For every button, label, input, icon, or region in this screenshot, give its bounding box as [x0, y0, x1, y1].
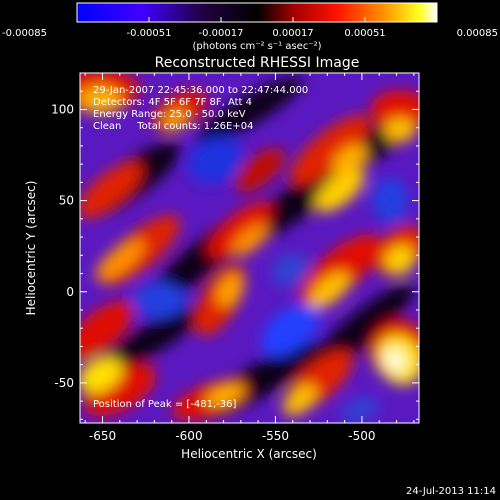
x-tick-label: -550 — [262, 429, 289, 443]
heatmap-blob — [289, 115, 371, 185]
footer-timestamp: 24-Jul-2013 11:14 — [406, 486, 496, 497]
colorbar — [76, 2, 438, 23]
heatmap-blob — [282, 384, 318, 416]
heatmap-blob — [188, 136, 242, 184]
heatmap-blob — [80, 300, 133, 360]
colorbar-unit-label: (photons cm⁻² s⁻¹ asec⁻²) — [192, 41, 321, 52]
chart-title: Reconstructed RHESSI Image — [155, 55, 360, 71]
annotation-energy: Energy Range: 25.0 - 50.0 keV — [93, 109, 246, 120]
colorbar-tick-label: 0.00051 — [344, 28, 385, 39]
heatmap — [80, 73, 419, 423]
annotation-method-counts: Clean Total counts: 1.26E+04 — [93, 121, 253, 132]
heatmap-blob — [216, 273, 244, 307]
colorbar-tick-label: -0.00085 — [2, 28, 47, 39]
heatmap-blob — [231, 223, 269, 257]
heatmap-blob — [80, 356, 123, 394]
heatmap-blob — [134, 282, 186, 318]
heatmap-blob — [340, 396, 380, 423]
heatmap-blob — [80, 86, 122, 114]
x-tick-label: -650 — [89, 429, 116, 443]
heatmap-blob — [197, 77, 303, 143]
colorbar-tick-label: -0.00051 — [127, 28, 172, 39]
colorbar-tick-label: -0.00017 — [199, 28, 244, 39]
annotation-block: 29-Jan-2007 22:45:36.000 to 22:47:44.000… — [93, 85, 308, 132]
heatmap-blob — [80, 161, 143, 219]
heatmap-blob — [161, 108, 189, 132]
y-axis-ticks: -50 0 50 100 — [51, 72, 419, 420]
heatmap-blob — [235, 147, 285, 193]
y-axis-label: Heliocentric Y (arcsec) — [24, 181, 38, 316]
heatmap-blob — [97, 307, 203, 373]
heatmap-blob — [270, 252, 310, 288]
annotation-time-range: 29-Jan-2007 22:45:36.000 to 22:47:44.000 — [93, 85, 308, 96]
heatmap-blob — [384, 348, 406, 372]
heatmap-blob — [332, 144, 368, 176]
y-tick-label: -50 — [54, 376, 74, 390]
heatmap-blob — [384, 118, 416, 142]
heatmap-blob — [205, 383, 245, 407]
colorbar-tick-label: 0.00085 — [457, 28, 498, 39]
peak-position-label: Position of Peak = [-481,-36] — [93, 399, 237, 410]
heatmap-blob — [372, 178, 408, 222]
colorbar-tick-label: 0.00017 — [272, 28, 313, 39]
heatmap-blob — [83, 363, 157, 417]
heatmap-blob — [315, 167, 365, 213]
x-axis-label: Heliocentric X (arcsec) — [181, 447, 317, 461]
heatmap-blob — [207, 201, 273, 259]
colorbar-ticks: -0.00085 -0.00051 -0.00017 0.00017 0.00051 0.… — [2, 17, 498, 39]
x-tick-label: -600 — [175, 429, 202, 443]
heatmap-blob — [260, 303, 320, 357]
x-tick-label: -500 — [348, 429, 375, 443]
plot-frame — [79, 72, 420, 424]
y-tick-label: 0 — [66, 285, 74, 299]
annotation-detectors: Detectors: 4F 5F 6F 7F 8F, Att 4 — [93, 97, 252, 108]
heatmap-blob — [310, 272, 350, 308]
heatmap-blob — [384, 245, 416, 275]
y-tick-label: 100 — [51, 102, 74, 116]
heatmap-blob — [95, 238, 145, 282]
y-tick-label: 50 — [59, 194, 74, 208]
x-axis-ticks: -650 -600 -550 -500 — [84, 73, 415, 443]
